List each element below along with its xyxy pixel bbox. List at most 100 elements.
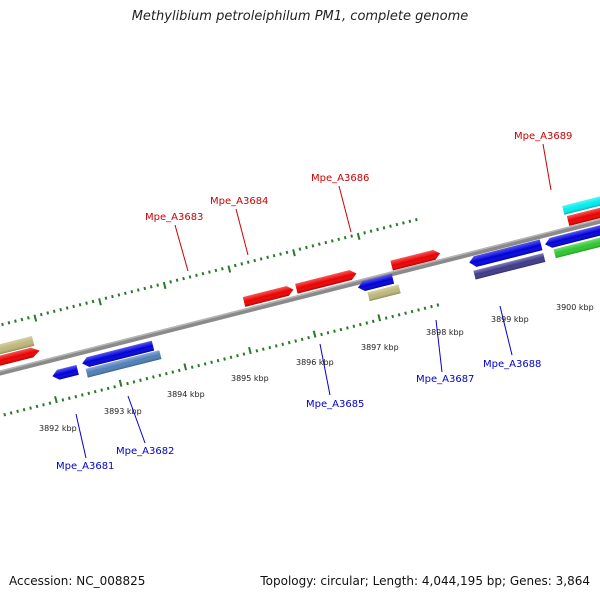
minor-tick [242,352,246,356]
minor-tick [16,409,19,414]
tick-label-3899: 3899 kbp [491,315,529,324]
gene-mpe-a3682[interactable] [81,340,155,369]
tick-label-3896: 3896 kbp [296,358,334,367]
gene-mpe-a3686[interactable] [390,249,441,271]
leader-mpe-a3688 [499,305,513,356]
minor-tick [78,303,82,307]
minor-tick [369,229,373,233]
major-tick [356,232,361,240]
major-tick [162,281,167,290]
gene-label-mpe-a3681[interactable]: Mpe_A3681 [56,461,114,472]
minor-tick [408,219,412,224]
minor-tick [35,404,39,409]
minor-tick [430,304,433,309]
minor-tick [165,372,168,376]
minor-tick [169,280,172,284]
gene-label-mpe-a3682[interactable]: Mpe_A3682 [116,446,174,457]
minor-tick [339,327,343,332]
minor-tick [210,360,213,364]
minor-tick [203,362,207,366]
tick-label-3894: 3894 kbp [167,390,205,399]
gene-khaki-mid[interactable] [367,284,401,302]
minor-tick [384,316,388,320]
tick-label-3892: 3892 kbp [39,424,77,433]
gene-mpe-a3683[interactable] [242,285,295,307]
gene-mpe-a3684[interactable] [295,269,358,294]
backbone-highlight [0,203,600,382]
minor-tick [404,311,407,315]
minor-tick [20,317,24,322]
gene-label-mpe-a3685[interactable]: Mpe_A3685 [306,399,364,410]
gene-mpe-a3685[interactable] [357,273,395,293]
gene-red-right[interactable] [566,198,600,226]
minor-tick [259,257,263,261]
minor-tick [74,394,78,399]
gene-mpe-a3688[interactable] [544,224,600,249]
minor-tick [126,381,129,386]
minor-tick [229,355,233,360]
minor-tick [9,411,13,415]
minor-tick [240,262,244,266]
gene-mpe-a3689[interactable] [562,188,600,215]
minor-tick [46,311,50,315]
minor-tick [262,347,265,351]
minor-tick [294,339,298,343]
gene-labels: Mpe_A3681 Mpe_A3682 Mpe_A3683 Mpe_A3684 … [56,131,572,472]
major-tick [54,395,58,404]
gene-darkslateblue[interactable] [473,253,546,280]
minor-tick [106,386,110,391]
minor-tick [397,313,401,317]
minor-tick [311,244,315,248]
minor-tick [214,268,218,273]
major-tick [98,298,102,306]
minor-tick [358,322,362,327]
gene-label-mpe-a3688[interactable]: Mpe_A3688 [483,359,541,370]
minor-tick [365,321,369,325]
gene-steelblue[interactable] [85,350,162,378]
minor-tick [29,406,32,410]
gene-red-left[interactable] [0,346,41,369]
tick-label-3895: 3895 kbp [231,374,269,383]
minor-tick [274,344,278,348]
major-tick [292,249,296,257]
leader-mpe-a3686 [338,185,352,233]
major-tick [377,314,382,322]
gene-label-mpe-a3689[interactable]: Mpe_A3689 [514,131,572,142]
minor-tick [197,363,201,368]
minor-tick [22,408,26,412]
leader-mpe-a3687 [435,319,443,373]
accession-label: Accession: NC_008825 [9,574,146,588]
minor-tick [330,239,334,243]
minor-tick [149,285,153,289]
minor-tick [171,370,175,374]
gene-khaki-left[interactable] [0,336,35,359]
minor-tick [298,247,302,251]
gene-green[interactable] [553,236,600,259]
minor-tick [337,237,341,242]
minor-tick [246,260,250,264]
tick-labels: 3892 kbp 3893 kbp 3894 kbp 3895 kbp 3896… [39,303,594,433]
minor-tick [39,312,43,317]
minor-tick [93,390,97,394]
minor-tick [195,273,198,278]
minor-tick [320,332,323,337]
minor-tick [48,401,52,405]
gene-label-mpe-a3684[interactable]: Mpe_A3684 [210,196,268,207]
minor-tick [130,289,134,294]
leader-mpe-a3681 [75,413,87,459]
major-tick [312,330,317,338]
leader-mpe-a3689 [542,143,552,191]
gene-label-mpe-a3686[interactable]: Mpe_A3686 [311,173,369,184]
minor-tick [233,263,237,268]
minor-tick [352,324,356,328]
minor-tick [324,240,328,245]
gene-mpe-a3681[interactable] [51,365,79,381]
minor-tick [113,385,116,389]
minor-tick [190,365,194,369]
gene-mpe-a3687[interactable] [468,239,543,269]
gene-label-mpe-a3687[interactable]: Mpe_A3687 [416,374,474,385]
minor-tick [104,296,108,300]
gene-label-mpe-a3683[interactable]: Mpe_A3683 [145,212,203,223]
minor-tick [158,373,162,378]
forward-genes [0,188,600,369]
